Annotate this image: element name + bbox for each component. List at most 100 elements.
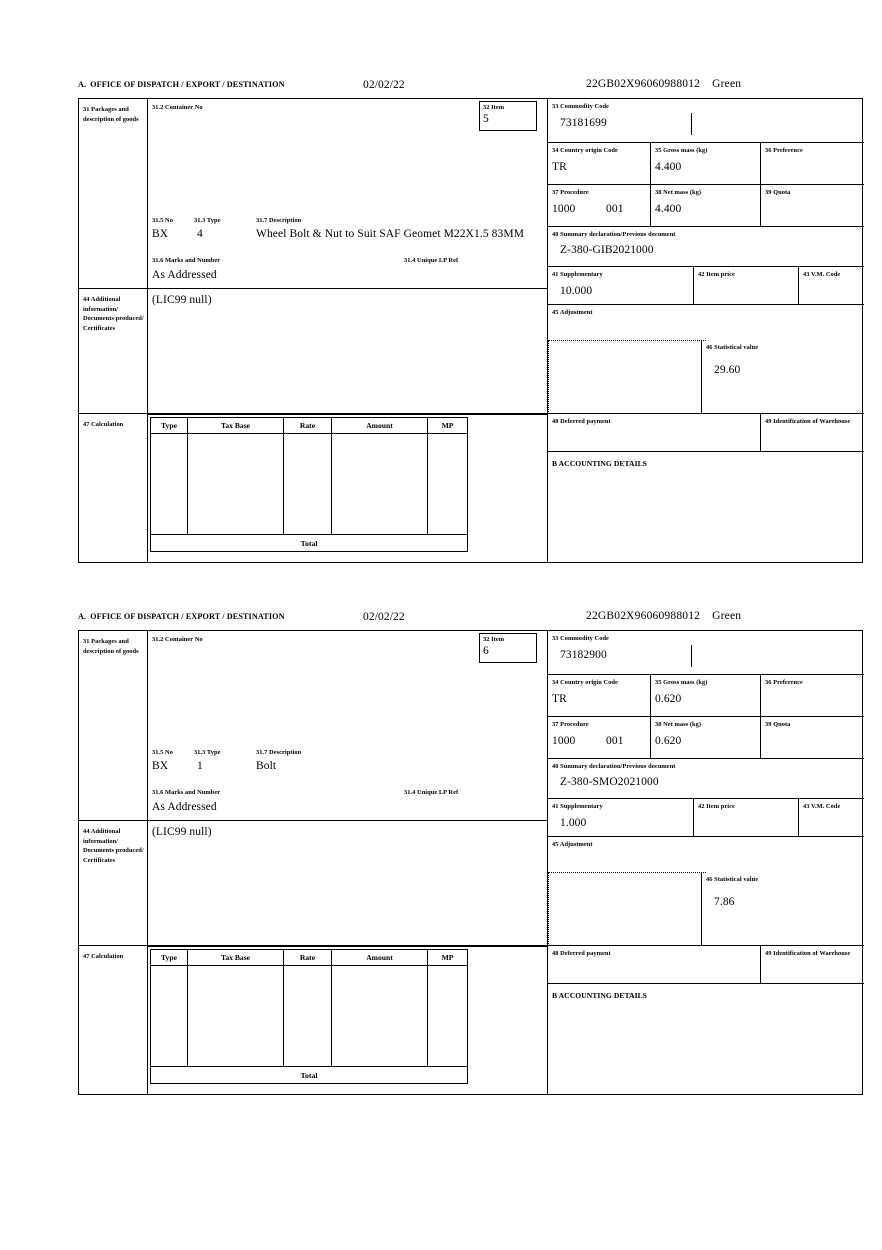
box-44-additional-information: (LIC99 null) [147,289,547,414]
mrn-number: 22GB02X96060988012 [586,78,701,90]
box-31-label: 31 Packages and description of goods [79,631,147,821]
summary-declaration-value: Z-380-SMO2021000 [560,775,659,788]
package-type-value: 4 [197,228,203,240]
col-tax-base: Tax Base [187,418,283,433]
box-36-preference: 36 Preference [760,143,865,184]
supplementary-value: 10.000 [560,284,593,297]
country-origin-value: TR [552,160,567,173]
form-frame: 31 Packages and description of goods 44 … [78,630,864,1095]
calculation-table-body [150,966,468,1067]
marks-label: 31.6 Marks and Number [152,257,221,264]
box-38-net-mass: 38 Net mass (kg) 4.400 [650,185,760,226]
cell-divider [187,434,189,534]
container-no-label: 31.2 Container No [152,104,203,111]
mrn-header: 22GB02X96060988012 Green [586,78,741,90]
additional-information-value: (LIC99 null) [152,294,212,306]
box-41-supplementary: 41 Supplementary 1.000 [548,799,693,836]
box-41-42-43-row: 41 Supplementary 1.000 42 Item price 43 … [547,799,864,837]
box-44-label: 44 Additional information/ Documents pro… [79,289,147,414]
package-details: 31.5 No 31.3 Type 31.7 Description BX 1 … [152,749,544,793]
col-type: Type [161,953,177,962]
box-46-statistical-value: 46 Statistical value 29.60 [701,340,864,413]
box-33-commodity-code: 33 Commodity Code 73182900 [547,631,864,675]
country-origin-value: TR [552,692,567,705]
box-37-38-39-row: 37 Procedure 1000 001 38 Net mass (kg) 0… [547,717,864,759]
unique-lp-ref-label: 31.4 Unique LP Ref [404,257,459,264]
form-frame: 31 Packages and description of goods 44 … [78,98,864,563]
office-letter: A. [78,612,87,621]
marks-and-number-row: 31.6 Marks and Number 31.4 Unique LP Ref… [152,257,544,282]
dotted-divider-vertical [548,872,549,946]
col-mp: MP [427,418,467,433]
marks-value: As Addressed [152,269,217,281]
box-32-item: 32 Item 5 [479,101,537,131]
box-31-label: 31 Packages and description of goods [79,99,147,289]
box-44-label: 44 Additional information/ Documents pro… [79,821,147,946]
gross-mass-value: 0.620 [655,692,682,705]
box-49-warehouse-identification: 49 Identification of Warehouse [760,414,864,452]
col-mp: MP [427,950,467,965]
commodity-code-divider [691,645,693,667]
office-title-text: OFFICE OF DISPATCH / EXPORT / DESTINATIO… [90,80,285,89]
calculation-table-header: Type Tax Base Rate Amount MP [150,949,468,966]
office-of-dispatch-title: A. OFFICE OF DISPATCH / EXPORT / DESTINAT… [78,612,285,621]
procedure-code-2: 001 [606,202,624,215]
package-no-value: BX [152,760,169,772]
office-letter: A. [78,80,87,89]
goods-description-value: Bolt [256,760,277,772]
container-no-label: 31.2 Container No [152,636,203,643]
box-45-adjustment: 45 Adjustment [547,305,864,340]
summary-declaration-value: Z-380-GIB2021000 [560,243,654,256]
package-type-value: 1 [197,760,203,772]
commodity-code-divider [691,113,693,135]
box-46-statistical-value: 46 Statistical value 7.86 [701,872,864,945]
commodity-code-value: 73182900 [560,648,607,661]
form-header: A. OFFICE OF DISPATCH / EXPORT / DESTINAT… [78,78,863,98]
box-31-goods-area: 31.2 Container No 31.5 No 31.3 Type 31.7… [147,631,547,821]
calculation-total-row: Total [150,535,468,552]
box-41-42-43-row: 41 Supplementary 10.000 42 Item price 43… [547,267,864,305]
office-title-text: OFFICE OF DISPATCH / EXPORT / DESTINATIO… [90,612,285,621]
box-40-summary-declaration: 40 Summary declaration/Previous document… [547,759,864,799]
box-47-label: 47 Calculation [83,953,124,960]
unique-lp-ref-label: 31.4 Unique LP Ref [404,789,459,796]
declaration-date: 02/02/22 [363,611,405,623]
box-42-item-price: 42 Item price [693,799,798,836]
calculation-table-header: Type Tax Base Rate Amount MP [150,417,468,434]
net-mass-value: 4.400 [655,202,682,215]
package-type-label: 31.3 Type [194,217,221,224]
calculation-table-body [150,434,468,535]
lane-status: Green [712,610,742,622]
box-45-adjustment: 45 Adjustment [547,837,864,872]
box-36-preference: 36 Preference [760,675,865,716]
procedure-code-2: 001 [606,734,624,747]
dotted-divider-horizontal [548,872,706,873]
box-34-country-origin: 34 Country origin Code TR [548,675,650,716]
box-43-vm-code: 43 V.M. Code [798,267,865,304]
office-of-dispatch-title: A. OFFICE OF DISPATCH / EXPORT / DESTINAT… [78,80,285,89]
calculation-table: Type Tax Base Rate Amount MP Total [150,949,468,1084]
box-38-net-mass: 38 Net mass (kg) 0.620 [650,717,760,758]
procedure-code-1: 1000 [552,734,576,747]
box-41-supplementary: 41 Supplementary 10.000 [548,267,693,304]
cell-divider [427,966,429,1066]
cell-divider [187,966,189,1066]
additional-information-value: (LIC99 null) [152,826,212,838]
box-34-country-origin: 34 Country origin Code TR [548,143,650,184]
supplementary-value: 1.000 [560,816,587,829]
marks-value: As Addressed [152,801,217,813]
form-header: A. OFFICE OF DISPATCH / EXPORT / DESTINAT… [78,610,863,630]
box-48-deferred-payment: 48 Deferred payment [547,946,760,984]
box-34-35-36-row: 34 Country origin Code TR 35 Gross mass … [547,143,864,185]
box-49-warehouse-identification: 49 Identification of Warehouse [760,946,864,984]
statistical-value: 29.60 [714,363,741,376]
description-label: 31.7 Description [256,217,302,224]
box-35-gross-mass: 35 Gross mass (kg) 0.620 [650,675,760,716]
mrn-number: 22GB02X96060988012 [586,610,701,622]
procedure-code-1: 1000 [552,202,576,215]
dotted-divider-vertical [548,340,549,414]
box-40-summary-declaration: 40 Summary declaration/Previous document… [547,227,864,267]
box-34-35-36-row: 34 Country origin Code TR 35 Gross mass … [547,675,864,717]
commodity-code-value: 73181699 [560,116,607,129]
marks-label: 31.6 Marks and Number [152,789,221,796]
